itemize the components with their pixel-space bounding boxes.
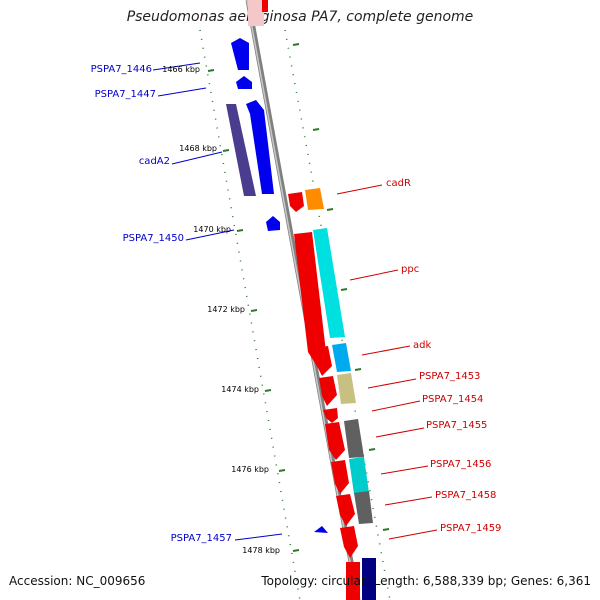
- gene-label-pspa7-1446[interactable]: PSPA7_1446: [90, 64, 152, 75]
- gene-pspa7-1453[interactable]: [319, 376, 337, 406]
- gene-pspa7-1458-partner[interactable]: [354, 491, 373, 524]
- major-ticks: [207, 43, 390, 552]
- gene-label-ppc[interactable]: ppc: [401, 264, 420, 275]
- gene-label-pspa7-1457[interactable]: PSPA7_1457: [170, 533, 232, 544]
- gene-adk-partner[interactable]: [332, 343, 351, 372]
- gene-ppc[interactable]: [294, 232, 326, 368]
- gene-top-faint[interactable]: [248, 0, 264, 26]
- leader-lines-left: [152, 62, 283, 541]
- gene-cada2-shadow[interactable]: [226, 104, 256, 196]
- gene-ppc-partner[interactable]: [313, 228, 345, 338]
- gene-label-cadr[interactable]: cadR: [386, 178, 411, 189]
- gene-label-pspa7-1455[interactable]: PSPA7_1455: [426, 420, 488, 431]
- kbp-label-1476: 1476 kbp: [231, 465, 269, 474]
- gene-label-pspa7-1454[interactable]: PSPA7_1454: [422, 394, 484, 405]
- gene-label-pspa7-1447[interactable]: PSPA7_1447: [94, 89, 156, 100]
- gene-cadr-partner[interactable]: [305, 188, 324, 210]
- topology-text: Topology: circular; Length: 6,588,339 bp…: [261, 574, 591, 588]
- gene-pspa7-1457[interactable]: [314, 526, 328, 533]
- tick-track-left: [199, 29, 301, 600]
- gene-pspa7-1446[interactable]: [231, 38, 249, 70]
- genome-title: Pseudomonas aeruginosa PA7, complete gen…: [126, 9, 474, 25]
- gene-label-pspa7-1453[interactable]: PSPA7_1453: [419, 371, 481, 382]
- gene-pspa7-1447[interactable]: [236, 76, 252, 89]
- gene-cadr[interactable]: [288, 192, 304, 212]
- gene-pspa7-1456[interactable]: [331, 460, 349, 494]
- gene-bottom-navy[interactable]: [362, 558, 376, 600]
- leader-lines-right: [336, 184, 438, 540]
- reverse-strand-genes[interactable]: [226, 38, 376, 600]
- gene-adk[interactable]: [314, 346, 332, 376]
- kbp-label-1478: 1478 kbp: [242, 546, 280, 555]
- kbp-label-1470: 1470 kbp: [193, 225, 231, 234]
- gene-pspa7-1458[interactable]: [336, 494, 355, 526]
- gene-pspa7-1455-partner[interactable]: [344, 419, 364, 458]
- gene-label-pspa7-1456[interactable]: PSPA7_1456: [430, 459, 492, 470]
- gene-label-pspa7-1458[interactable]: PSPA7_1458: [435, 490, 497, 501]
- gene-pspa7-1453-partner[interactable]: [337, 373, 356, 404]
- gene-label-pspa7-1450[interactable]: PSPA7_1450: [122, 233, 184, 244]
- gene-pspa7-1459[interactable]: [340, 526, 358, 558]
- gene-pspa7-1454[interactable]: [323, 408, 338, 423]
- gene-bottom-red[interactable]: [346, 562, 360, 600]
- gene-label-adk[interactable]: adk: [413, 340, 432, 351]
- gene-label-cada2[interactable]: cadA2: [138, 156, 170, 167]
- kbp-label-1474: 1474 kbp: [221, 385, 259, 394]
- kbp-label-1466: 1466 kbp: [162, 65, 200, 74]
- gene-pspa7-1456-partner[interactable]: [349, 457, 369, 494]
- forward-strand-genes[interactable]: [288, 188, 373, 600]
- gene-top-red[interactable]: [262, 0, 268, 12]
- gene-pspa7-1450[interactable]: [266, 216, 280, 231]
- gene-cada2[interactable]: [246, 100, 274, 194]
- gene-label-pspa7-1459[interactable]: PSPA7_1459: [440, 523, 502, 534]
- kbp-label-1468: 1468 kbp: [179, 144, 217, 153]
- gene-pspa7-1455[interactable]: [325, 422, 345, 460]
- kbp-label-1472: 1472 kbp: [207, 305, 245, 314]
- accession-text: Accession: NC_009656: [9, 574, 146, 588]
